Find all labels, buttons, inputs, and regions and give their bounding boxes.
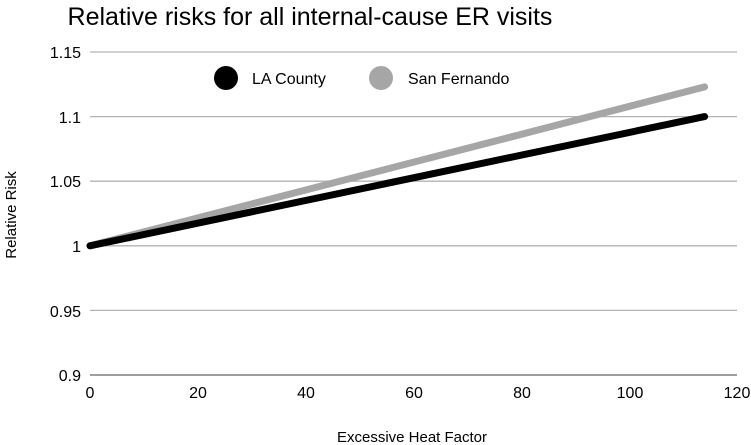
x-tick-label: 0 [86,385,95,402]
y-tick-label: 1.15 [50,45,81,62]
y-tick-label: 1.05 [50,174,81,191]
x-tick-label: 60 [405,385,423,402]
legend: LA County San Fernando [214,66,510,90]
y-axis-ticks: 1.15 1.1 1.05 1 0.95 0.9 [50,45,81,385]
chart-title: Relative risks for all internal-cause ER… [68,3,553,31]
x-tick-label: 120 [724,385,751,402]
legend-label-la-county: LA County [252,71,326,88]
x-axis-label: Excessive Heat Factor [337,429,487,445]
x-tick-label: 40 [297,385,315,402]
legend-label-san-fernando: San Fernando [408,71,510,88]
y-tick-label: 0.9 [59,368,81,385]
x-axis-ticks: 0 20 40 60 80 100 120 [86,385,751,402]
y-tick-label: 1 [72,239,81,256]
x-tick-label: 100 [617,385,644,402]
series-group [86,83,709,250]
x-tick-label: 20 [189,385,207,402]
x-tick-label: 80 [513,385,531,402]
series-line-san-fernando [86,83,709,250]
series-line-la-county [86,113,709,250]
y-axis-label: Relative Risk [3,171,20,259]
y-tick-label: 0.95 [50,304,81,321]
legend-marker-la-county [214,66,238,90]
y-tick-label: 1.1 [59,110,81,127]
legend-marker-san-fernando [369,66,393,90]
